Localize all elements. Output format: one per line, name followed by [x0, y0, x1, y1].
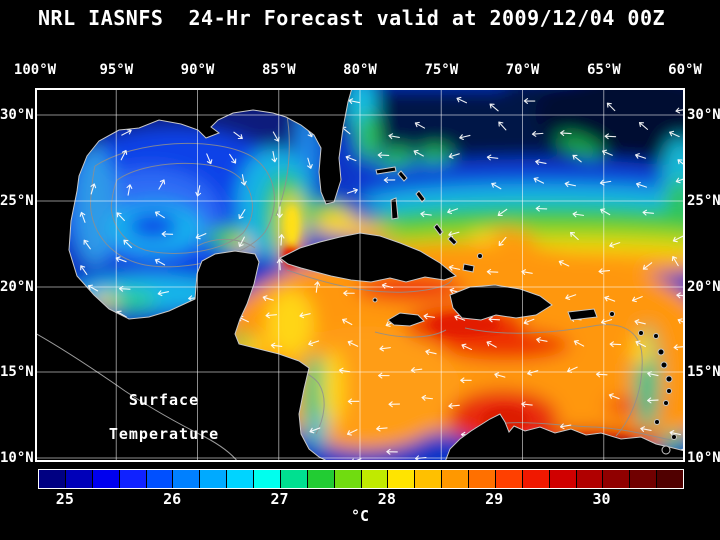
south-america — [444, 413, 685, 462]
colorbar-segment — [657, 470, 683, 488]
colorbar-segment — [415, 470, 443, 488]
colorbar-segment — [92, 470, 120, 488]
colorbar-tick-label: 26 — [163, 490, 182, 508]
landmass — [35, 88, 685, 462]
colorbar-segment — [119, 470, 147, 488]
lon-tick-label: 65°W — [586, 62, 621, 78]
north-central-america — [35, 88, 353, 462]
map-overlay-label-temperature: Temperature — [108, 425, 220, 443]
colorbar-segment — [522, 470, 550, 488]
colorbar-segment — [630, 470, 658, 488]
colorbar-segment — [227, 470, 254, 488]
colorbar-segment — [65, 470, 93, 488]
jamaica — [387, 312, 425, 327]
colorbar-tick-label: 30 — [592, 490, 611, 508]
colorbar-segment — [388, 470, 416, 488]
puerto-rico — [567, 308, 598, 321]
colorbar-segment — [280, 470, 308, 488]
lon-tick-label: 100°W — [13, 62, 57, 78]
page-title: NRL IASNFS 24-Hr Forecast valid at 2009/… — [38, 6, 666, 30]
lat-tick-label-left: 20°N — [0, 279, 34, 295]
lon-tick-label: 85°W — [261, 62, 296, 78]
lat-tick-label-right: 20°N — [687, 279, 720, 295]
colorbar-segment — [469, 470, 496, 488]
colorbar — [38, 469, 684, 489]
colorbar-segment — [200, 470, 228, 488]
sst-map-canvas — [35, 88, 685, 462]
colorbar-segment — [495, 470, 523, 488]
cuba — [279, 232, 458, 283]
colorbar-unit-label: °C — [350, 507, 370, 525]
lon-tick-label: 80°W — [343, 62, 377, 78]
colorbar-segment — [39, 470, 66, 488]
lon-tick-label: 60°W — [668, 62, 702, 78]
colorbar-segment — [173, 470, 201, 488]
lat-tick-label-left: 30°N — [0, 107, 34, 123]
colorbar-tick-label: 25 — [55, 490, 74, 508]
lat-tick-label-right: 30°N — [687, 107, 720, 123]
map-overlay-label-surface: Surface — [128, 391, 200, 409]
colorbar-segment — [442, 470, 469, 488]
colorbar-tick-label: 28 — [377, 490, 396, 508]
lat-tick-label-left: 25°N — [0, 193, 34, 209]
lat-tick-label-right: 25°N — [687, 193, 720, 209]
colorbar-tick-label: 29 — [485, 490, 504, 508]
lesser-antilles — [372, 297, 677, 455]
colorbar-segment — [254, 470, 281, 488]
lat-tick-label-right: 15°N — [687, 364, 720, 380]
colorbar-segment — [361, 470, 389, 488]
lon-tick-label: 75°W — [424, 62, 459, 78]
lat-tick-label-left: 10°N — [0, 450, 34, 466]
lon-tick-label: 70°W — [505, 62, 540, 78]
colorbar-segment — [334, 470, 362, 488]
pacific-coastline — [35, 332, 239, 462]
grid-lines — [35, 88, 685, 462]
lon-tick-label: 90°W — [180, 62, 215, 78]
lat-tick-label-left: 15°N — [0, 364, 34, 380]
hispaniola — [449, 284, 553, 321]
forecast-map — [35, 88, 685, 462]
colorbar-segment — [549, 470, 577, 488]
map-frame — [35, 88, 685, 462]
lat-tick-label-right: 10°N — [687, 450, 720, 466]
colorbar-segment — [603, 470, 631, 488]
lon-tick-label: 95°W — [99, 62, 134, 78]
colorbar-segment — [307, 470, 335, 488]
colorbar-segment — [146, 470, 174, 488]
colorbar-tick-label: 27 — [270, 490, 289, 508]
colorbar-segment — [576, 470, 604, 488]
